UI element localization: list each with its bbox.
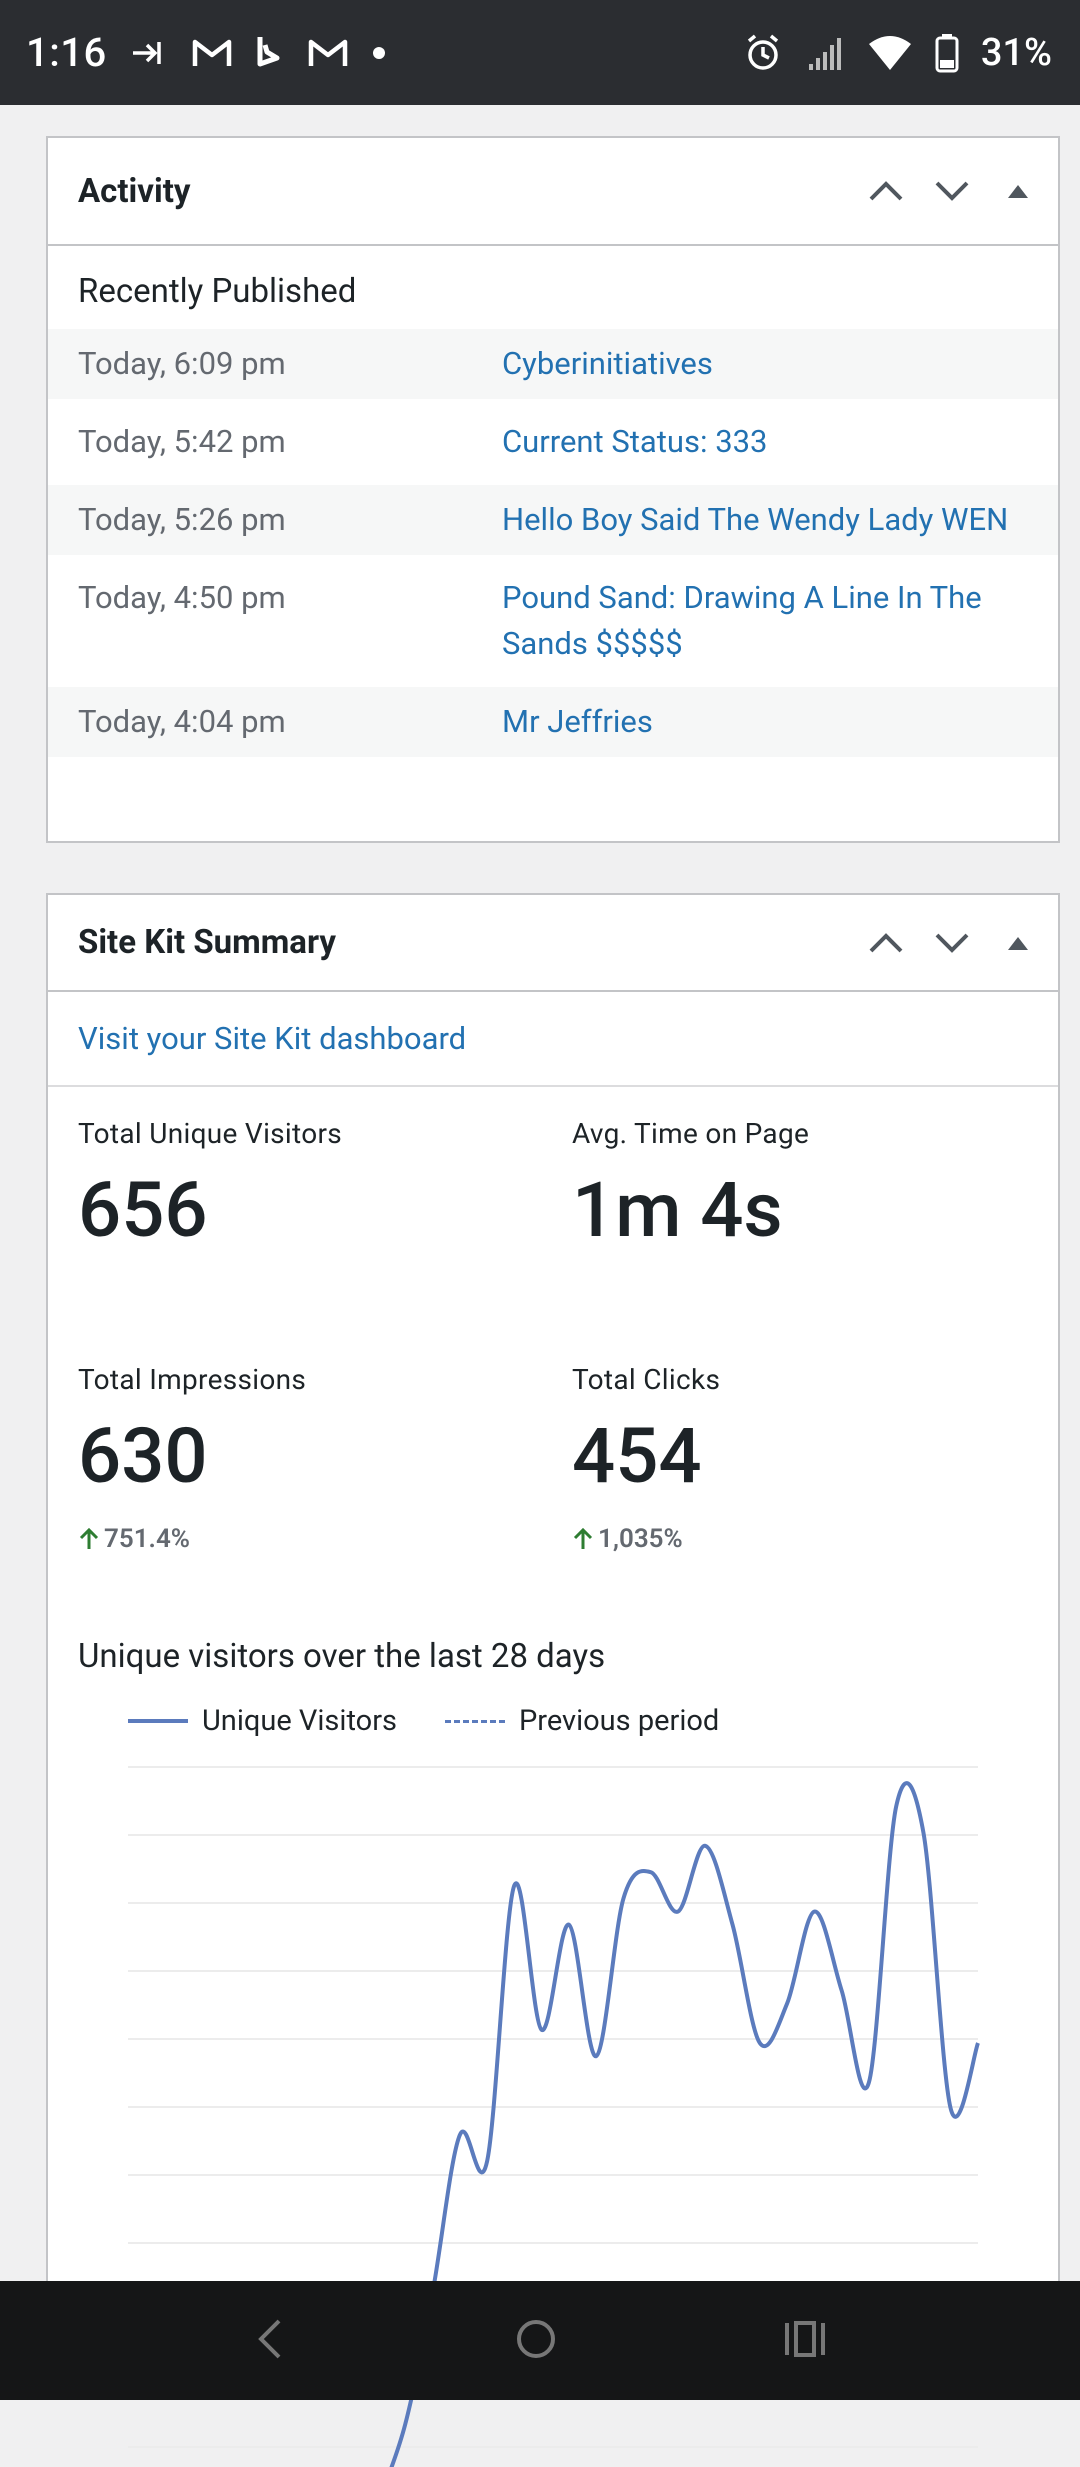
post-date: Today, 5:26 pm [78, 501, 286, 538]
back-button[interactable] [251, 2317, 291, 2365]
post-link[interactable]: Mr Jeffries [502, 703, 653, 740]
list-item: Today, 6:09 pm Cyberinitiatives [48, 329, 1058, 399]
post-date: Today, 4:50 pm [78, 579, 286, 616]
activity-panel: Activity Recently Published Today, 6:09 … [46, 136, 1060, 843]
legend-dash-swatch [445, 1719, 505, 1723]
metric-time-on-page: Avg. Time on Page 1m 4s [572, 1117, 1012, 1248]
metric-change-value: 751.4% [104, 1524, 190, 1554]
post-date: Today, 6:09 pm [78, 345, 286, 382]
status-bar: 1:16 31% [0, 0, 1080, 105]
metric-change: 751.4% [78, 1524, 518, 1554]
arrow-in-icon [129, 36, 169, 70]
move-up-button[interactable] [864, 169, 908, 213]
battery-icon [935, 33, 959, 73]
post-date: Today, 4:04 pm [78, 703, 286, 740]
metrics-area: Total Unique Visitors 656 Avg. Time on P… [48, 1087, 1058, 2467]
post-link[interactable]: Pound Sand: Drawing A Line In The Sands … [502, 579, 982, 662]
metric-unique-visitors: Total Unique Visitors 656 [78, 1117, 518, 1248]
legend-label-previous: Previous period [519, 1704, 720, 1738]
panel-title: Activity [78, 171, 191, 211]
move-down-button[interactable] [930, 169, 974, 213]
metric-impressions: Total Impressions 630 751.4% [78, 1363, 518, 1554]
toggle-panel-button[interactable] [996, 921, 1040, 965]
metric-label: Total Impressions [78, 1363, 307, 1396]
list-item: Today, 4:50 pm Pound Sand: Drawing A Lin… [48, 555, 1058, 687]
list-item: Today, 5:26 pm Hello Boy Said The Wendy … [48, 485, 1058, 555]
section-subtitle: Recently Published [78, 272, 357, 311]
metric-value: 1m 4s [572, 1165, 783, 1255]
activity-header: Activity [48, 138, 1058, 246]
legend-line-swatch [128, 1719, 188, 1723]
sitekit-panel: Site Kit Summary Visit your Site Kit das… [46, 893, 1060, 2467]
battery-percent: 31% [980, 30, 1052, 75]
dashboard-link-row: Visit your Site Kit dashboard [48, 992, 1058, 1087]
post-link[interactable]: Hello Boy Said The Wendy Lady WEN [502, 501, 1009, 538]
signal-icon [805, 34, 845, 72]
metric-label: Total Clicks [572, 1363, 721, 1396]
list-item: Today, 4:04 pm Mr Jeffries [48, 687, 1058, 757]
gmail-icon [307, 36, 349, 70]
metric-value: 454 [572, 1411, 702, 1501]
sitekit-dashboard-link[interactable]: Visit your Site Kit dashboard [78, 1020, 467, 1057]
sitekit-header: Site Kit Summary [48, 895, 1058, 992]
metric-change-value: 1,035% [598, 1524, 683, 1554]
navigation-bar [0, 2281, 1080, 2400]
post-link[interactable]: Current Status: 333 [502, 423, 768, 460]
alarm-icon [743, 33, 783, 73]
metric-change: 1,035% [572, 1524, 1012, 1554]
gmail-icon [191, 36, 233, 70]
post-link[interactable]: Cyberinitiatives [502, 345, 713, 382]
metric-label: Total Unique Visitors [78, 1117, 343, 1150]
arrow-up-icon [573, 1527, 593, 1549]
panel-title: Site Kit Summary [78, 923, 336, 962]
list-item: Today, 5:42 pm Current Status: 333 [48, 399, 1058, 485]
post-date: Today, 5:42 pm [78, 423, 286, 460]
arrow-up-icon [79, 1527, 99, 1549]
wifi-icon [867, 34, 913, 72]
series-line-unique-visitors [389, 1781, 980, 2467]
toggle-panel-button[interactable] [996, 169, 1040, 213]
metric-label: Avg. Time on Page [572, 1117, 810, 1150]
move-up-button[interactable] [864, 921, 908, 965]
move-down-button[interactable] [930, 921, 974, 965]
bing-icon [255, 34, 285, 72]
chart-legend: Unique Visitors Previous period [128, 1704, 719, 1738]
chart-title: Unique visitors over the last 28 days [78, 1637, 606, 1676]
metric-value: 656 [78, 1165, 208, 1255]
metric-value: 630 [78, 1411, 208, 1501]
dot-icon [371, 45, 387, 61]
recents-button[interactable] [781, 2317, 829, 2365]
legend-label-current: Unique Visitors [202, 1704, 397, 1738]
home-button[interactable] [512, 2315, 560, 2367]
clock: 1:16 [26, 29, 107, 76]
metric-clicks: Total Clicks 454 1,035% [572, 1363, 1012, 1554]
